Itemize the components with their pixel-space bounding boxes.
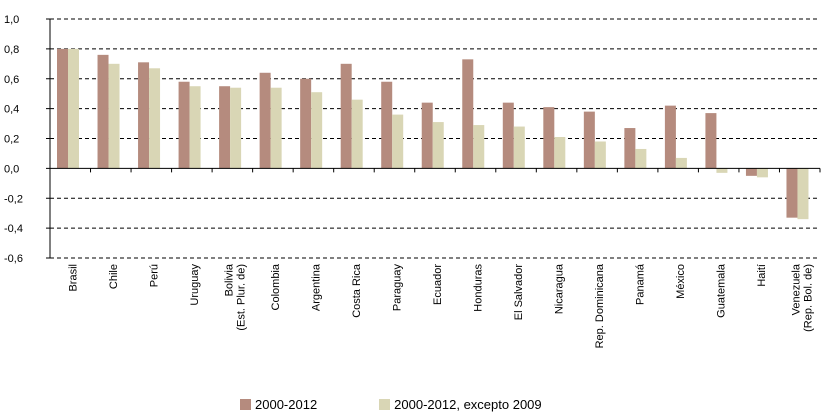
x-category-label: Ecuador [432,264,444,305]
bar-series-2 [756,168,768,178]
x-category-label: Nicaragua [554,263,566,314]
bar-series-1 [745,168,757,176]
bar-series-1 [219,86,231,169]
x-category-label: Venezuela [791,263,803,315]
x-category-label: Bolivia [223,263,235,296]
bar-series-1 [138,62,150,169]
bar-series-1 [502,102,514,169]
x-category-label: Colombia [270,263,282,310]
bar-series-2 [351,99,363,169]
bars [57,48,809,220]
x-axis: Brasil Chile Perú Uruguay Bolivia (Est. Plur.… [49,167,821,348]
legend-item-series-2: 2000-2012, excepto 2009 [379,396,542,412]
bar-series-1 [421,102,433,169]
bar-series-1 [178,81,190,169]
x-category-label: Uruguay [189,264,201,306]
bar-series-1 [259,72,271,169]
bar-series-1 [543,107,555,169]
bar-series-2 [554,137,566,169]
bar-series-2 [635,148,647,169]
legend-item-series-1: 2000-2012 [240,397,317,412]
x-category-label: Honduras [473,264,485,312]
x-category-label: El Salvador [513,264,525,321]
y-tick-label: -0,6 [4,253,23,265]
bar-series-1 [381,81,393,169]
bar-series-1 [300,78,312,169]
x-category-label: (Est. Plur. de) [235,264,247,331]
bar-series-1 [664,105,676,169]
bar-series-2 [716,168,728,173]
y-tick-label: 0,8 [4,44,19,56]
x-category-label: Guatemala [716,263,728,318]
bar-series-2 [230,87,242,169]
x-category-label: Costa Rica [351,263,363,318]
bar-series-1 [340,63,352,169]
x-category-label: Panamá [635,263,647,305]
bar-series-2 [311,92,323,169]
bar-chart: 1,0 0,8 0,6 0,4 0,2 0,0 -0,2 -0,4 -0,6 Brasil Chi… [4,14,821,348]
y-tick-label: -0,2 [4,193,23,205]
bar-series-2 [473,125,485,169]
x-category-label: (Rep. Bol. de) [803,264,815,332]
y-axis: 1,0 0,8 0,6 0,4 0,2 0,0 -0,2 -0,4 -0,6 [4,14,51,265]
bar-series-2 [675,157,687,169]
legend-swatch-series-1 [240,398,251,410]
bar-series-2 [594,141,606,169]
legend-label-series-1: 2000-2012 [255,396,318,412]
x-category-label: Rep. Dominicana [594,263,606,348]
bar-series-1 [583,111,595,169]
bar-series-2 [68,48,79,169]
bar-series-2 [432,122,444,169]
y-tick-label: 0,0 [4,163,19,175]
legend-label-series-2: 2000-2012, excepto 2009 [394,396,542,412]
x-category-label: Perú [148,264,160,287]
bar-series-1 [786,168,798,218]
x-category-label: México [675,264,687,299]
bar-series-2 [149,68,161,169]
bar-series-2 [797,168,809,220]
x-category-label: Paraguay [391,264,403,312]
legend: 2000-2012 2000-2012, excepto 2009 [240,396,604,412]
bar-series-2 [270,87,282,169]
bar-series-2 [392,114,404,169]
x-category-label: Argentina [310,263,322,311]
x-category-label: Haití [756,264,768,287]
y-tick-label: -0,4 [4,223,23,235]
y-tick-label: 0,4 [4,104,19,116]
legend-swatch-series-2 [379,398,391,410]
bar-series-1 [705,113,717,169]
bar-series-1 [57,48,68,169]
y-tick-label: 1,0 [4,14,19,26]
bar-series-1 [462,59,474,169]
x-category-label: Chile [108,264,120,289]
y-tick-label: 0,2 [4,134,19,146]
bar-series-2 [189,86,201,169]
bar-series-1 [97,54,109,169]
x-category-label: Brasil [67,264,79,292]
y-tick-label: 0,6 [4,74,19,86]
bar-series-2 [108,63,120,169]
bar-series-1 [624,128,636,169]
bar-series-2 [513,126,525,169]
